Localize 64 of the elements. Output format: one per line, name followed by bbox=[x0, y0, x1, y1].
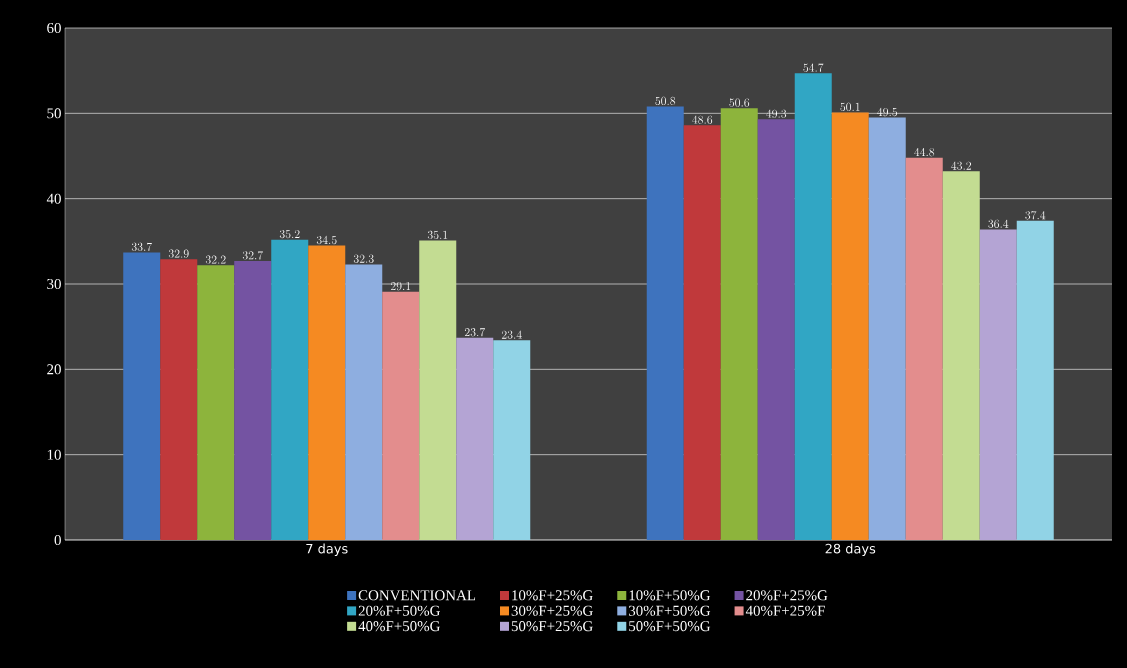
bar bbox=[794, 73, 832, 540]
legend-label: 50%F+50%G bbox=[629, 621, 711, 632]
data-label: 49.5 bbox=[877, 107, 898, 117]
data-label: 43.2 bbox=[951, 161, 972, 170]
data-label: 49.3 bbox=[766, 109, 787, 118]
legend-label: CONVENTIONAL bbox=[358, 590, 476, 601]
bar bbox=[234, 260, 272, 540]
y-tick-label: 0 bbox=[54, 534, 61, 546]
data-label: 35. 1 bbox=[427, 230, 448, 240]
legend-label: 20%F+25%G bbox=[746, 590, 828, 601]
bar bbox=[646, 106, 684, 540]
bar bbox=[308, 245, 346, 540]
data-label: 50.8 bbox=[655, 96, 676, 106]
legend-label: 10%F+25%G bbox=[512, 590, 593, 601]
bar bbox=[345, 264, 383, 540]
legend-label: 30%F+25%G bbox=[511, 605, 593, 616]
bar bbox=[160, 259, 198, 540]
bar bbox=[905, 157, 943, 540]
data-label: 32.9 bbox=[168, 249, 189, 258]
legend-label: 40%F+50%G bbox=[358, 621, 440, 632]
data-label: 32.2 bbox=[205, 255, 226, 264]
y-tick-label: 10 bbox=[47, 449, 61, 460]
y-tick-label: 60 bbox=[47, 22, 61, 34]
data-label: 23.7 bbox=[464, 327, 485, 337]
legend-label: 40%F+25%F bbox=[745, 605, 825, 616]
y-tick-label: 50 bbox=[47, 108, 61, 119]
legend-label: 20%F+50%G bbox=[358, 605, 440, 616]
x-tick-label: 28 days bbox=[825, 543, 876, 557]
y-tick-label: 20 bbox=[47, 364, 61, 375]
legend-label: 30%F+50%G bbox=[628, 605, 711, 616]
bar bbox=[979, 229, 1017, 540]
legend-label: 10%F+50%G bbox=[629, 590, 711, 601]
bar bbox=[493, 340, 531, 540]
x-tick-label: 7 days bbox=[306, 543, 348, 557]
data-label: 32.7 bbox=[242, 251, 263, 260]
bar bbox=[757, 119, 795, 540]
data-label: 34.5 bbox=[316, 235, 337, 245]
legend-label: 50%F+25%G bbox=[511, 621, 593, 632]
data-label: 36.4 bbox=[988, 219, 1009, 228]
bar bbox=[123, 252, 161, 540]
data-label: 50. 1 bbox=[840, 102, 860, 112]
bar bbox=[456, 337, 494, 540]
data-label: 29. 1 bbox=[390, 282, 411, 291]
data-label: 37.4 bbox=[1025, 211, 1046, 220]
bar bbox=[942, 171, 980, 540]
y-tick-label: 40 bbox=[46, 193, 61, 204]
data-label: 50.6 bbox=[729, 98, 750, 107]
data-label: 54.7 bbox=[803, 63, 824, 72]
bar bbox=[720, 108, 758, 540]
data-label: 32.3 bbox=[353, 254, 374, 263]
bar bbox=[382, 291, 420, 540]
data-label: 48.6 bbox=[692, 115, 713, 124]
bar bbox=[831, 112, 869, 540]
data-label: 23.4 bbox=[501, 330, 522, 339]
y-tick-label: 30 bbox=[47, 278, 61, 290]
bar bbox=[419, 240, 457, 540]
bar bbox=[683, 125, 721, 540]
bar bbox=[271, 239, 309, 540]
data-label: 35.2 bbox=[279, 229, 300, 239]
bar bbox=[868, 117, 906, 540]
data-label: 33.7 bbox=[131, 242, 152, 251]
data-label: 44.8 bbox=[914, 147, 935, 157]
bar bbox=[1016, 220, 1054, 540]
bar bbox=[197, 265, 235, 540]
